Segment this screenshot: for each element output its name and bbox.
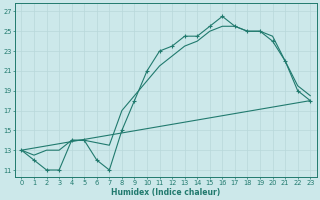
X-axis label: Humidex (Indice chaleur): Humidex (Indice chaleur) (111, 188, 220, 197)
